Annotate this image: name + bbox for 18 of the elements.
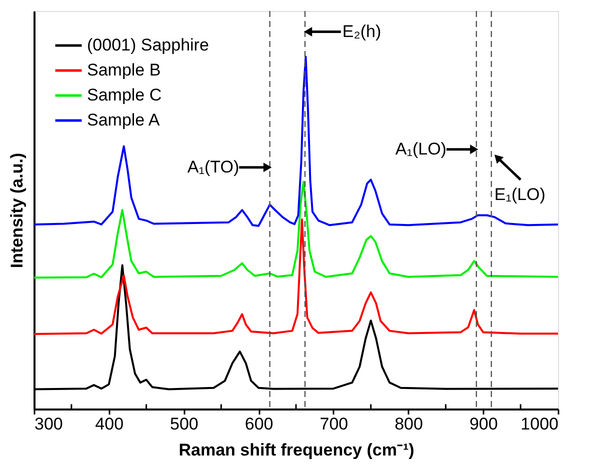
x-tick-label: 500: [170, 414, 198, 434]
x-tick-label: 300: [34, 414, 63, 434]
ref-line-label: E₁(LO): [494, 185, 546, 204]
legend-label: Sample B: [87, 60, 161, 80]
ref-line-label: A₁(LO): [395, 139, 446, 158]
x-tick-label: 600: [244, 414, 274, 434]
x-tick-label: 800: [394, 414, 423, 434]
x-tick-label: 1000: [520, 414, 558, 434]
legend-label: (0001) Sapphire: [87, 36, 209, 54]
legend-label: Sample C: [87, 86, 162, 104]
y-axis-title: Intensity (a.u.): [8, 152, 26, 268]
x-tick-label: 400: [95, 414, 124, 434]
x-tick-label: 700: [320, 414, 348, 434]
ref-line-label: A₁(TO): [187, 157, 240, 176]
x-axis-title: Raman shift frequency (cm⁻¹): [178, 440, 414, 460]
ref-line-label: E₂(h): [342, 22, 382, 41]
legend-label: Sample A: [87, 110, 160, 130]
x-tick-label: 900: [469, 414, 498, 434]
